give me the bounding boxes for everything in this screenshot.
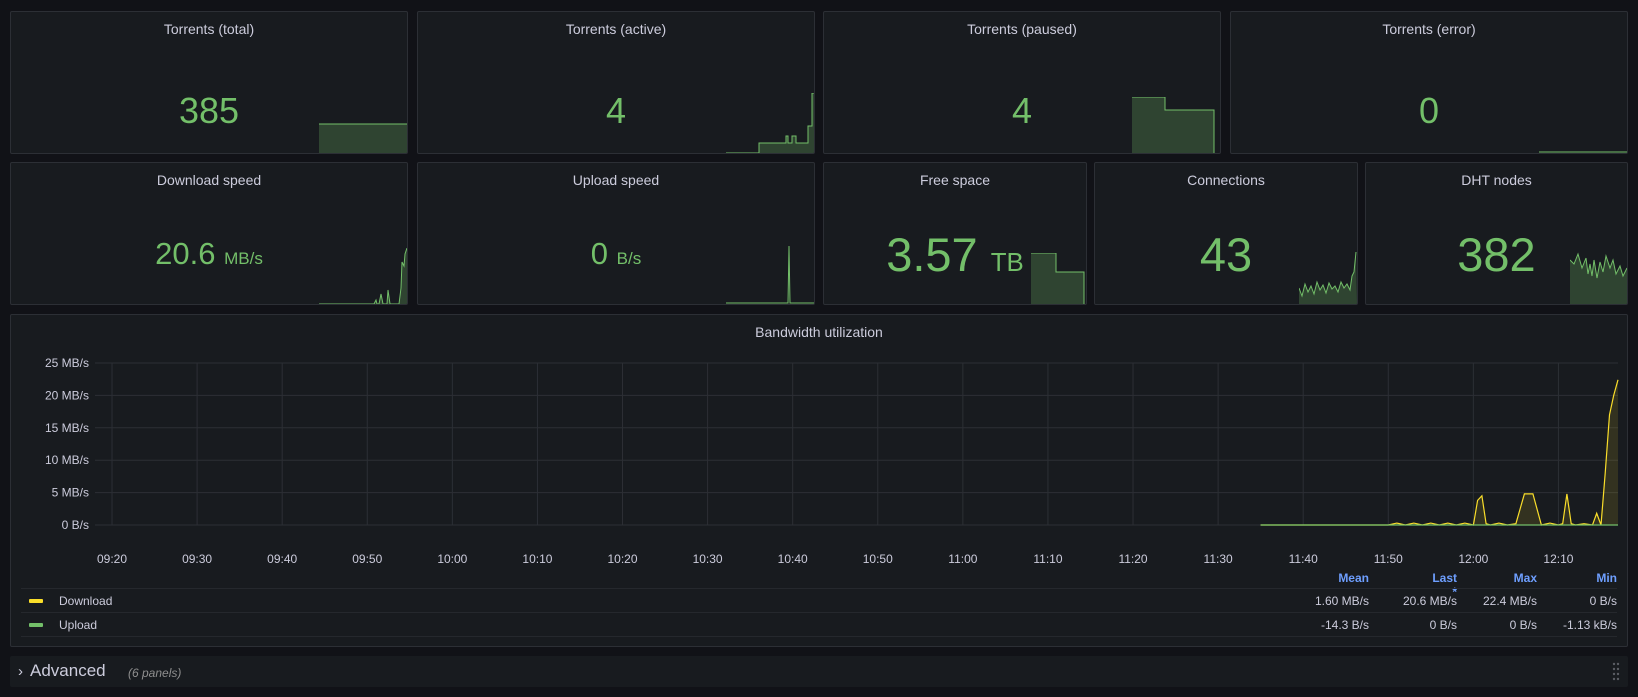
stat-value: 0 <box>1418 90 1440 131</box>
sparkline <box>1570 252 1627 304</box>
panel-title: Connections <box>1187 172 1265 188</box>
x-tick-label: 09:20 <box>97 552 127 566</box>
y-tick-label: 15 MB/s <box>45 421 89 435</box>
legend-header-last[interactable]: Last * <box>1432 571 1457 599</box>
stat-panel-download-speed[interactable]: Download speed 20.6 MB/s <box>10 162 408 305</box>
x-tick-label: 11:20 <box>1118 552 1147 566</box>
stat-panel-dht-nodes[interactable]: DHT nodes 382 <box>1365 162 1628 305</box>
chevron-right-icon[interactable]: › <box>18 663 23 680</box>
stat-value: 0 B/s <box>590 236 642 271</box>
x-tick-label: 12:10 <box>1543 552 1573 566</box>
sparkline <box>1299 252 1357 304</box>
stat-value: 3.57 TB <box>886 228 1024 281</box>
sparkline <box>726 93 814 153</box>
stat-panel-connections[interactable]: Connections 43 <box>1094 162 1358 305</box>
panel-title: Free space <box>919 172 991 188</box>
panel-title: Torrents (total) <box>163 21 255 37</box>
legend-header-max[interactable]: Max <box>1513 571 1537 585</box>
row-advanced[interactable]: › Advanced (6 panels) <box>10 656 1628 687</box>
x-tick-label: 11:40 <box>1289 552 1318 566</box>
legend-header-min[interactable]: Min <box>1596 571 1617 585</box>
series-color-swatch <box>29 623 43 627</box>
stat-panel-torrents-total[interactable]: Torrents (total) 385 <box>10 11 408 154</box>
panel-title: Upload speed <box>572 172 660 188</box>
bandwidth-panel[interactable]: 0 B/s 5 MB/s 10 MB/s 15 MB/s 20 MB/s 25 MB/s … <box>10 314 1628 647</box>
row-panel-count: (6 panels) <box>128 666 182 680</box>
legend: Mean Last * Max Min Download 1.60 MB/s 2… <box>21 569 1617 643</box>
panel-title: Torrents (active) <box>565 21 667 37</box>
drag-handle-icon[interactable] <box>1612 662 1620 682</box>
legend-header-mean[interactable]: Mean <box>1338 571 1369 585</box>
stat-panel-torrents-active[interactable]: Torrents (active) 4 <box>417 11 815 154</box>
series-line-download <box>1260 379 1619 526</box>
sparkline <box>319 123 407 153</box>
stat-value: 4 <box>1011 90 1033 131</box>
legend-mean: -14.3 B/s <box>1320 618 1369 632</box>
legend-mean: 1.60 MB/s <box>1314 594 1369 608</box>
bandwidth-chart: 0 B/s5 MB/s10 MB/s15 MB/s20 MB/s25 MB/s … <box>45 356 1619 566</box>
x-tick-label: 11:30 <box>1204 552 1233 566</box>
series-color-swatch <box>29 599 43 603</box>
x-tick-label: 10:10 <box>522 552 552 566</box>
stat-value: 385 <box>178 90 240 131</box>
x-tick-label: 10:30 <box>693 552 723 566</box>
legend-max: 22.4 MB/s <box>1482 594 1537 608</box>
stat-panel-torrents-paused[interactable]: Torrents (paused) 4 <box>823 11 1221 154</box>
x-tick-label: 11:50 <box>1374 552 1403 566</box>
y-tick-label: 0 B/s <box>62 518 89 532</box>
panel-title: Bandwidth utilization <box>755 324 883 340</box>
x-tick-label: 12:00 <box>1458 552 1488 566</box>
sparkline <box>726 246 814 304</box>
x-tick-label: 09:40 <box>267 552 297 566</box>
x-tick-label: 10:20 <box>608 552 638 566</box>
y-tick-label: 20 MB/s <box>45 388 89 402</box>
sparkline <box>1539 151 1627 153</box>
stat-value: 382 <box>1457 228 1536 281</box>
y-tick-label: 25 MB/s <box>45 356 89 370</box>
x-tick-label: 10:50 <box>863 552 893 566</box>
stat-value: 20.6 MB/s <box>155 236 263 271</box>
x-tick-label: 10:00 <box>437 552 467 566</box>
series-name[interactable]: Upload <box>59 618 98 632</box>
series-area-download <box>1260 379 1618 525</box>
row-title[interactable]: Advanced <box>30 661 106 680</box>
sparkline <box>1132 97 1215 153</box>
legend-max: 0 B/s <box>1509 618 1537 632</box>
x-tick-label: 09:30 <box>182 552 212 566</box>
sparkline <box>319 248 407 304</box>
x-tick-label: 10:40 <box>778 552 808 566</box>
legend-min: 0 B/s <box>1589 594 1617 608</box>
stat-value: 4 <box>605 90 627 131</box>
legend-last: 0 B/s <box>1429 618 1457 632</box>
stat-panel-free-space[interactable]: Free space 3.57 TB <box>823 162 1087 305</box>
panel-title: Download speed <box>156 172 262 188</box>
y-tick-label: 10 MB/s <box>45 453 89 467</box>
stat-panel-torrents-error[interactable]: Torrents (error) 0 <box>1230 11 1628 154</box>
sparkline <box>1031 253 1085 304</box>
y-tick-label: 5 MB/s <box>52 486 89 500</box>
legend-row-upload[interactable]: Upload -14.3 B/s 0 B/s 0 B/s -1.13 kB/s <box>21 612 1617 637</box>
panel-title: DHT nodes <box>1461 172 1532 188</box>
legend-last: 20.6 MB/s <box>1402 594 1457 608</box>
stat-value: 43 <box>1199 228 1253 281</box>
x-tick-label: 11:10 <box>1033 552 1062 566</box>
stat-panel-upload-speed[interactable]: Upload speed 0 B/s <box>417 162 815 305</box>
x-tick-label: 11:00 <box>948 552 977 566</box>
panel-title: Torrents (error) <box>1382 21 1476 37</box>
x-tick-label: 09:50 <box>352 552 382 566</box>
series-name[interactable]: Download <box>59 594 113 608</box>
legend-row-download[interactable]: Download 1.60 MB/s 20.6 MB/s 22.4 MB/s 0… <box>21 588 1617 612</box>
legend-min: -1.13 kB/s <box>1562 618 1617 632</box>
panel-title: Torrents (paused) <box>967 21 1077 37</box>
